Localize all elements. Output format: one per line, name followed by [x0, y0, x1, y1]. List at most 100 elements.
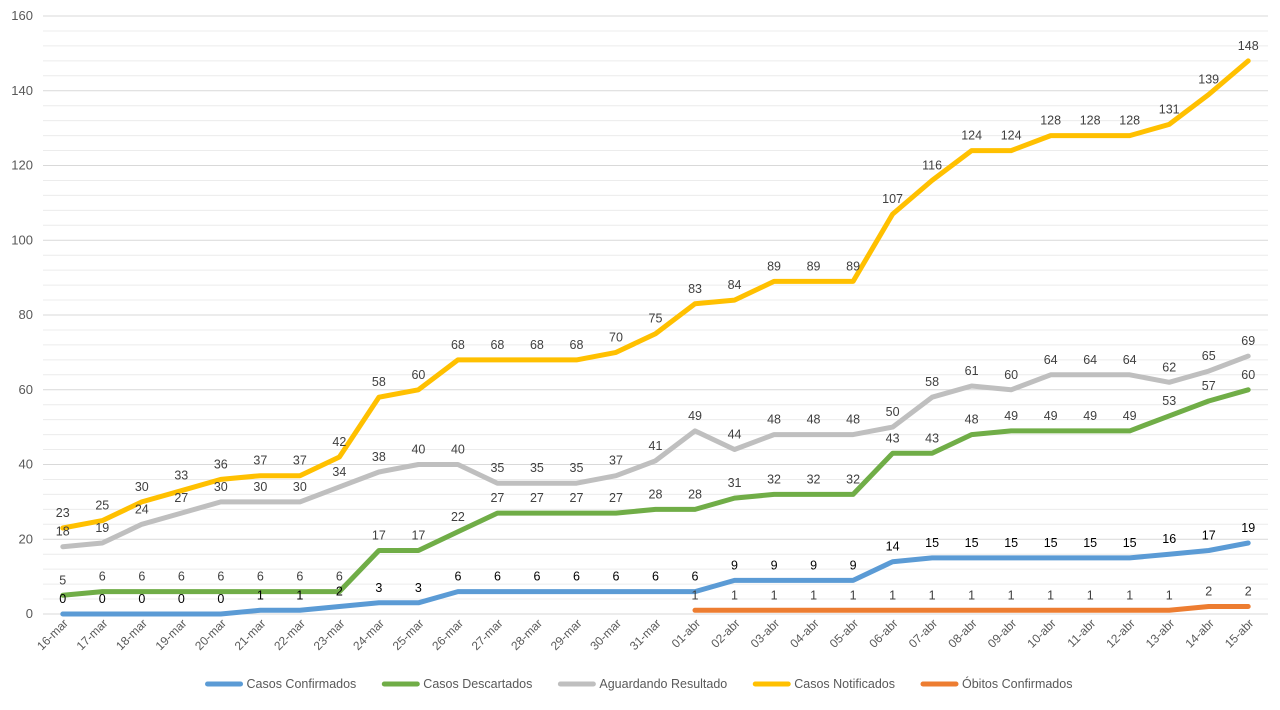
- data-label-obitos-confirmados: 1: [850, 588, 857, 602]
- y-tick-label: 0: [26, 606, 33, 621]
- x-tick-label: 31-mar: [627, 616, 664, 653]
- data-label-casos-notificados: 124: [961, 129, 982, 143]
- data-label-casos-descartados: 17: [411, 528, 425, 542]
- x-tick-label: 25-mar: [390, 616, 427, 653]
- data-label-casos-notificados: 128: [1080, 114, 1101, 128]
- data-label-casos-notificados: 30: [135, 480, 149, 494]
- data-label-casos-descartados: 6: [99, 570, 106, 584]
- series-line-obitos-confirmados: [692, 604, 1251, 613]
- data-label-casos-notificados: 33: [174, 469, 188, 483]
- data-label-casos-descartados: 5: [59, 573, 66, 587]
- data-label-casos-descartados: 6: [336, 570, 343, 584]
- x-tick-label: 15-abr: [1222, 616, 1256, 650]
- data-label-casos-notificados: 36: [214, 457, 228, 471]
- data-label-casos-descartados: 6: [296, 570, 303, 584]
- legend-label: Aguardando Resultado: [599, 677, 727, 691]
- x-tick-label: 21-mar: [232, 616, 269, 653]
- data-label-casos-confirmados: 15: [1083, 536, 1097, 550]
- legend-item-casos-notificados: Casos Notificados: [752, 677, 895, 691]
- data-label-casos-confirmados: 9: [771, 558, 778, 572]
- data-label-aguardando-resultado: 19: [95, 521, 109, 535]
- data-label-obitos-confirmados: 1: [1047, 588, 1054, 602]
- x-tick-label: 18-mar: [113, 616, 150, 653]
- data-label-casos-notificados: 148: [1238, 39, 1259, 53]
- data-label-obitos-confirmados: 1: [1008, 588, 1015, 602]
- data-label-casos-notificados: 23: [56, 506, 70, 520]
- data-label-casos-confirmados: 9: [810, 558, 817, 572]
- data-label-aguardando-resultado: 34: [332, 465, 346, 479]
- data-label-casos-descartados: 48: [965, 413, 979, 427]
- data-label-casos-descartados: 49: [1004, 409, 1018, 423]
- data-label-casos-confirmados: 17: [1202, 528, 1216, 542]
- data-label-casos-notificados: 128: [1119, 114, 1140, 128]
- data-label-casos-descartados: 22: [451, 510, 465, 524]
- x-tick-label: 06-abr: [866, 616, 900, 650]
- data-label-casos-descartados: 31: [728, 476, 742, 490]
- data-label-casos-descartados: 6: [138, 570, 145, 584]
- series-line-aguardando-resultado: [60, 353, 1251, 550]
- data-label-aguardando-resultado: 27: [174, 491, 188, 505]
- gridlines: [43, 15, 1268, 615]
- y-tick-label: 40: [19, 457, 33, 472]
- x-tick-label: 22-mar: [271, 616, 308, 653]
- data-label-casos-confirmados: 6: [573, 570, 580, 584]
- data-label-casos-confirmados: 9: [850, 558, 857, 572]
- data-label-obitos-confirmados: 1: [889, 588, 896, 602]
- data-label-casos-notificados: 89: [846, 259, 860, 273]
- data-label-aguardando-resultado: 48: [846, 413, 860, 427]
- legend-item-casos-descartados: Casos Descartados: [381, 677, 532, 691]
- legend-item-casos-confirmados: Casos Confirmados: [205, 677, 356, 691]
- data-label-obitos-confirmados: 1: [810, 588, 817, 602]
- data-label-aguardando-resultado: 18: [56, 525, 70, 539]
- series-lines: [60, 58, 1251, 617]
- legend-label: Casos Descartados: [423, 677, 532, 691]
- data-label-casos-notificados: 83: [688, 282, 702, 296]
- data-label-casos-notificados: 58: [372, 375, 386, 389]
- data-label-casos-notificados: 116: [922, 158, 942, 172]
- data-label-casos-descartados: 43: [925, 431, 939, 445]
- data-label-casos-confirmados: 2: [336, 585, 343, 599]
- x-tick-label: 26-mar: [429, 616, 466, 653]
- x-tick-label: 16-mar: [34, 616, 71, 653]
- data-label-casos-descartados: 27: [530, 491, 544, 505]
- data-label-casos-confirmados: 19: [1241, 521, 1255, 535]
- data-label-aguardando-resultado: 30: [293, 480, 307, 494]
- data-label-aguardando-resultado: 64: [1083, 353, 1097, 367]
- data-label-casos-descartados: 28: [649, 487, 663, 501]
- data-label-aguardando-resultado: 62: [1162, 360, 1176, 374]
- data-label-casos-descartados: 6: [217, 570, 224, 584]
- legend-item-aguardando-resultado: Aguardando Resultado: [557, 677, 727, 691]
- data-label-casos-confirmados: 9: [731, 558, 738, 572]
- data-label-casos-confirmados: 0: [138, 592, 145, 606]
- data-label-obitos-confirmados: 1: [692, 588, 699, 602]
- data-label-casos-confirmados: 6: [613, 570, 620, 584]
- data-label-obitos-confirmados: 1: [1087, 588, 1094, 602]
- data-label-casos-confirmados: 6: [494, 570, 501, 584]
- y-tick-label: 140: [11, 83, 33, 98]
- data-label-casos-confirmados: 0: [99, 592, 106, 606]
- data-label-casos-notificados: 68: [570, 338, 584, 352]
- data-label-aguardando-resultado: 35: [570, 461, 584, 475]
- data-label-casos-notificados: 131: [1159, 102, 1180, 116]
- data-label-casos-notificados: 68: [490, 338, 504, 352]
- data-label-casos-notificados: 37: [293, 454, 307, 468]
- data-label-casos-descartados: 27: [490, 491, 504, 505]
- y-tick-label: 100: [11, 232, 33, 247]
- data-label-aguardando-resultado: 41: [649, 439, 663, 453]
- data-label-obitos-confirmados: 1: [968, 588, 975, 602]
- data-label-casos-confirmados: 15: [1123, 536, 1137, 550]
- data-label-aguardando-resultado: 37: [609, 454, 623, 468]
- data-label-casos-confirmados: 15: [1044, 536, 1058, 550]
- data-label-casos-notificados: 84: [728, 278, 742, 292]
- data-label-casos-descartados: 32: [807, 472, 821, 486]
- data-label-aguardando-resultado: 64: [1044, 353, 1058, 367]
- data-label-casos-notificados: 37: [253, 454, 267, 468]
- data-label-aguardando-resultado: 48: [807, 413, 821, 427]
- data-label-casos-confirmados: 0: [59, 592, 66, 606]
- x-tick-label: 28-mar: [508, 616, 545, 653]
- data-label-obitos-confirmados: 1: [1126, 588, 1133, 602]
- x-tick-label: 12-abr: [1103, 616, 1137, 650]
- data-label-aguardando-resultado: 58: [925, 375, 939, 389]
- x-tick-label: 04-abr: [787, 616, 821, 650]
- series-line-casos-descartados: [60, 387, 1251, 598]
